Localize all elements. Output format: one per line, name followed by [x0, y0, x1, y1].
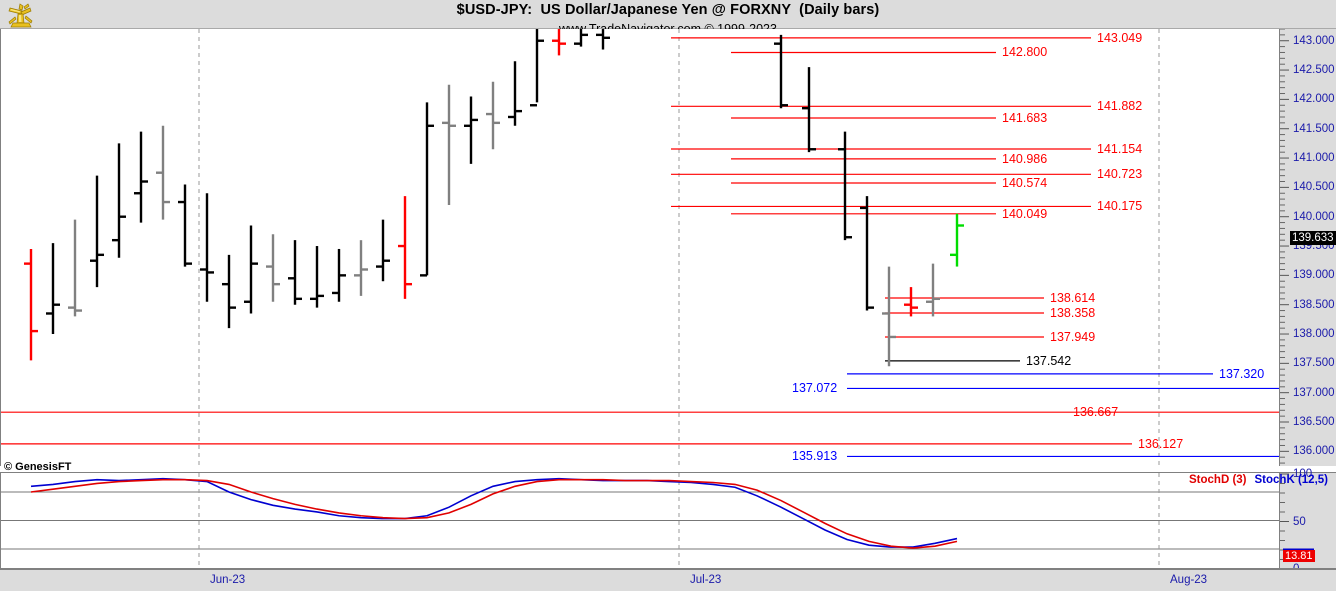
price-level-label: 140.723 — [1097, 167, 1143, 182]
ohlc-bar[interactable] — [112, 143, 126, 258]
price-axis-label: 140.000 — [1293, 210, 1335, 223]
price-plot-area[interactable] — [1, 29, 1279, 466]
price-level-label: 137.072 — [792, 381, 838, 396]
ohlc-bar[interactable] — [552, 29, 566, 56]
ohlc-bar[interactable] — [596, 29, 610, 50]
ohlc-bar[interactable] — [200, 193, 214, 302]
ohlc-bar[interactable] — [68, 219, 82, 317]
vertical-separator-group — [198, 29, 1160, 466]
price-axis-label: 142.500 — [1293, 64, 1335, 77]
chart-header-band — [0, 0, 1336, 29]
indicator-axis-label: 50 — [1293, 515, 1306, 528]
price-axis-label: 137.500 — [1293, 357, 1335, 370]
price-level-label: 140.574 — [1002, 176, 1048, 191]
price-level-label: 137.320 — [1219, 366, 1265, 381]
ohlc-bar[interactable] — [860, 196, 874, 311]
price-axis-label: 140.500 — [1293, 181, 1335, 194]
ohlc-bar[interactable] — [882, 266, 896, 367]
last-price-tag: 139.633 — [1290, 231, 1336, 246]
stochastic-line — [30, 477, 958, 548]
genesis-transit-logo-icon — [8, 3, 33, 28]
ohlc-bar[interactable] — [46, 243, 60, 335]
price-level-label: 136.127 — [1138, 436, 1184, 451]
price-axis-label: 141.500 — [1293, 122, 1335, 135]
ohlc-bar[interactable] — [244, 225, 258, 314]
ohlc-bar[interactable] — [442, 84, 456, 205]
price-chart-pane[interactable]: 143.049 142.800 141.882 141.683 141.154 140.9… — [0, 29, 1279, 466]
indicator-gridlines-group — [1, 491, 1279, 550]
price-axis[interactable]: 143.000 142.500 142.000 141.500 141.000 140.5… — [1279, 29, 1336, 466]
price-axis-label: 139.000 — [1293, 269, 1335, 282]
price-axis-label: 141.000 — [1293, 152, 1335, 165]
price-level-label: 138.358 — [1050, 306, 1096, 321]
ohlc-bar[interactable] — [332, 248, 346, 302]
stochastic-series-group — [30, 477, 958, 549]
stochastic-line — [30, 478, 958, 549]
stochastic-plot-area[interactable] — [1, 473, 1279, 568]
price-axis-label: 143.000 — [1293, 34, 1335, 47]
price-axis-ticks — [1280, 29, 1289, 464]
ohlc-bar[interactable] — [530, 29, 544, 107]
ohlc-bar[interactable] — [24, 248, 38, 361]
price-level-label: 141.882 — [1097, 99, 1143, 114]
genesis-watermark: © GenesisFT — [4, 461, 72, 473]
ohlc-bar[interactable] — [508, 61, 522, 126]
price-axis-label: 138.000 — [1293, 328, 1335, 341]
ohlc-bar[interactable] — [288, 240, 302, 305]
price-axis-label: 137.000 — [1293, 386, 1335, 399]
stochastic-legend: StochD (3) StochK (12,5) — [1189, 474, 1328, 486]
stoch-d-value-tag: 13.81 — [1283, 549, 1315, 562]
ohlc-bar[interactable] — [926, 263, 940, 317]
price-axis-label: 136.000 — [1293, 445, 1335, 458]
price-axis-label: 142.000 — [1293, 93, 1335, 106]
date-axis-label: Jul-23 — [690, 574, 722, 586]
ohlc-bar[interactable] — [420, 102, 434, 277]
stoch-d-legend-label: StochD (3) — [1189, 474, 1247, 486]
price-level-label: 140.175 — [1097, 199, 1143, 214]
ohlc-bar[interactable] — [838, 131, 852, 241]
ohlc-bar[interactable] — [904, 287, 918, 317]
ohlc-bar[interactable] — [486, 81, 500, 150]
date-axis-label: Aug-23 — [1170, 574, 1208, 586]
price-level-label: 137.949 — [1050, 330, 1096, 344]
ohlc-bar[interactable] — [90, 175, 104, 288]
date-axis[interactable]: Jun-23 Jul-23 Aug-23 — [0, 568, 1336, 591]
ohlc-bar[interactable] — [222, 254, 236, 329]
price-axis-label: 136.500 — [1293, 416, 1335, 428]
ohlc-bar[interactable] — [950, 213, 964, 267]
price-axis-label: 138.500 — [1293, 298, 1335, 311]
ohlc-bar[interactable] — [266, 234, 280, 302]
indicator-axis[interactable]: 100500 13.81 — [1279, 468, 1336, 575]
price-level-label: 142.800 — [1002, 45, 1048, 60]
ohlc-bar[interactable] — [398, 196, 412, 299]
indicator-axis-label: 100 — [1293, 468, 1313, 480]
price-level-label: 140.986 — [1002, 151, 1048, 166]
price-level-label: 140.049 — [1002, 206, 1048, 221]
price-level-label: 138.614 — [1050, 291, 1096, 305]
price-level-label: 135.913 — [792, 449, 838, 464]
ohlc-bar[interactable] — [774, 34, 788, 109]
ohlc-bar[interactable] — [376, 219, 390, 282]
price-level-label: 143.049 — [1097, 30, 1143, 45]
price-level-label: 141.154 — [1097, 142, 1143, 156]
ohlc-bar[interactable] — [802, 67, 816, 153]
price-level-label: 137.542 — [1026, 353, 1072, 368]
stoch-k-legend-label: StochK (12,5) — [1254, 474, 1329, 486]
ohlc-bars-group[interactable] — [24, 29, 964, 367]
price-level-label: 136.667 — [1073, 405, 1119, 420]
stochastic-indicator-pane[interactable] — [0, 472, 1279, 568]
date-axis-label: Jun-23 — [210, 574, 246, 586]
ohlc-bar[interactable] — [464, 96, 478, 164]
ohlc-bar[interactable] — [310, 246, 324, 308]
price-level-label: 141.683 — [1002, 110, 1048, 125]
ohlc-bar[interactable] — [574, 29, 588, 47]
ohlc-bar[interactable] — [156, 125, 170, 220]
page-title: $USD-JPY: US Dollar/Japanese Yen @ FORXN… — [456, 2, 880, 18]
ohlc-bar[interactable] — [178, 184, 192, 267]
ohlc-bar[interactable] — [354, 240, 368, 296]
price-level-lines-group — [1, 37, 1279, 458]
ohlc-bar[interactable] — [134, 131, 148, 223]
